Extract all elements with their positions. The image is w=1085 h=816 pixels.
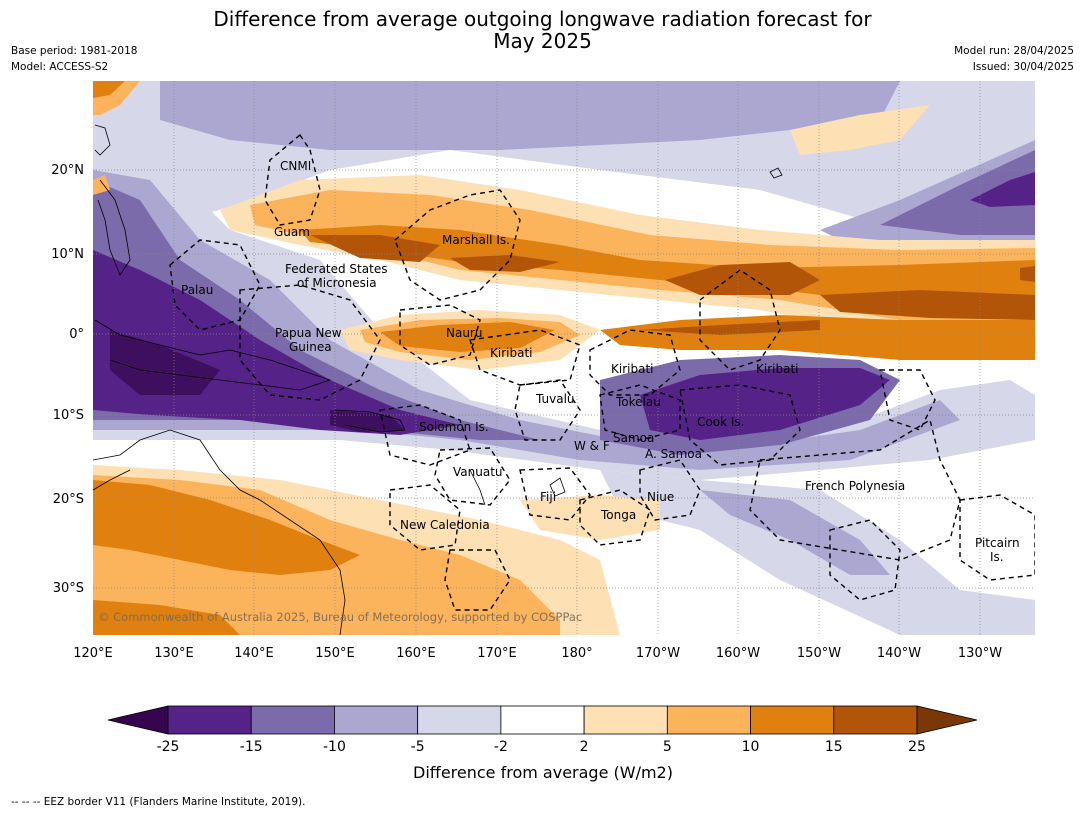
label-cnmi: CNMI <box>280 159 311 173</box>
eez-borders <box>169 133 1035 611</box>
lon-tick: 170°W <box>636 646 680 661</box>
colorbar-tick-label: -2 <box>494 739 508 755</box>
label-niue: Niue <box>647 490 674 504</box>
label-fsm-2: of Micronesia <box>297 276 377 290</box>
lat-tick: 10°S <box>53 408 84 423</box>
anomaly-field <box>93 81 1035 635</box>
label-tonga: Tonga <box>600 508 636 522</box>
meta-left: Base period: 1981-2018 Model: ACCESS-S2 <box>11 43 137 75</box>
lon-tick: 160°E <box>396 646 436 661</box>
label-pitcairn-2: Is. <box>990 550 1004 564</box>
colorbar-tick-label: -25 <box>157 739 180 755</box>
colorbar-tick-label: -10 <box>323 739 346 755</box>
label-fiji: Fiji <box>540 490 556 504</box>
lon-tick: 130°E <box>154 646 194 661</box>
lon-tick: 140°W <box>877 646 921 661</box>
lon-tick: 140°E <box>234 646 274 661</box>
label-vanuatu: Vanuatu <box>453 465 503 479</box>
base-period: Base period: 1981-2018 <box>11 45 138 57</box>
label-palau: Palau <box>181 283 213 297</box>
colorbar-segment <box>167 705 252 735</box>
lon-tick: 120°E <box>73 646 113 661</box>
colorbar-segment <box>500 705 585 735</box>
colorbar-tick-label: -15 <box>240 739 263 755</box>
meta-right: Model run: 28/04/2025 Issued: 30/04/2025 <box>954 43 1074 75</box>
label-tuvalu: Tuvalu <box>535 392 575 406</box>
place-labels: CNMI Guam Marshall Is. Federated States … <box>181 159 1020 564</box>
label-samoa: Samoa <box>613 431 654 445</box>
colorbar-extend-high <box>916 705 978 735</box>
colorbar-extend-low <box>107 705 169 735</box>
label-kiribati-west: Kiribati <box>490 346 532 360</box>
model-name: Model: ACCESS-S2 <box>11 61 109 73</box>
coastlines <box>93 124 783 635</box>
colorbar-segment <box>334 705 419 735</box>
longitude-ticks: 120°E 130°E 140°E 150°E 160°E 170°E 180°… <box>73 646 1002 661</box>
model-run: Model run: 28/04/2025 <box>954 45 1074 57</box>
lon-tick: 150°W <box>797 646 841 661</box>
colorbar-tick-label: 2 <box>580 739 589 755</box>
lat-tick: 0° <box>69 327 84 342</box>
lon-tick: 150°E <box>315 646 355 661</box>
lat-tick: 20°S <box>53 492 84 507</box>
lon-tick: 160°W <box>716 646 760 661</box>
label-marshall: Marshall Is. <box>442 233 510 247</box>
latitude-ticks: 20°N 10°N 0° 10°S 20°S 30°S <box>51 163 84 596</box>
label-kiribati-central: Kiribati <box>611 362 653 376</box>
label-new-caledonia: New Caledonia <box>400 518 490 532</box>
copyright-notice: © Commonwealth of Australia 2025, Bureau… <box>98 610 582 624</box>
colorbar: -25 -15 -10 -5 -2 2 5 10 15 25 <box>107 705 978 755</box>
lon-tick: 170°E <box>477 646 517 661</box>
colorbar-segment <box>583 705 668 735</box>
lat-tick: 20°N <box>51 163 84 178</box>
eez-footnote: -- -- -- EEZ border V11 (Flanders Marine… <box>11 796 306 808</box>
colorbar-segment <box>750 705 835 735</box>
label-cook-islands: Cook Is. <box>697 415 744 429</box>
label-tokelau: Tokelau <box>615 395 661 409</box>
colorbar-segment <box>833 705 918 735</box>
lat-tick: 10°N <box>51 247 84 262</box>
label-american-samoa: A. Samoa <box>645 447 702 461</box>
label-png-1: Papua New <box>275 326 342 340</box>
lat-tick: 30°S <box>53 581 84 596</box>
label-nauru: Nauru <box>446 326 482 340</box>
label-guam: Guam <box>274 225 310 239</box>
lon-tick: 130°W <box>958 646 1002 661</box>
colorbar-title: Difference from average (W/m2) <box>413 763 673 782</box>
graticule <box>93 81 1035 635</box>
label-kiribati-east: Kiribati <box>756 362 798 376</box>
chart-title: Difference from average outgoing longwav… <box>0 8 1085 52</box>
colorbar-tick-label: 5 <box>663 739 672 755</box>
colorbar-segment <box>417 705 502 735</box>
label-solomon-islands: Solomon Is. <box>419 420 489 434</box>
label-fsm-1: Federated States <box>285 262 387 276</box>
label-png-2: Guinea <box>289 340 332 354</box>
colorbar-tick-label: 25 <box>908 739 926 755</box>
label-pitcairn-1: Pitcairn <box>975 536 1020 550</box>
colorbar-segment <box>666 705 751 735</box>
label-wallis-futuna: W & F <box>574 439 610 453</box>
colorbar-tick-label: 10 <box>742 739 760 755</box>
label-french-polynesia: French Polynesia <box>805 479 905 493</box>
title-line-2: May 2025 <box>493 29 592 53</box>
colorbar-tick-label: -5 <box>411 739 425 755</box>
issued-date: Issued: 30/04/2025 <box>972 61 1074 73</box>
lon-tick: 180° <box>561 646 592 661</box>
colorbar-tick-label: 15 <box>825 739 843 755</box>
title-line-1: Difference from average outgoing longwav… <box>213 7 872 31</box>
colorbar-segment <box>250 705 335 735</box>
